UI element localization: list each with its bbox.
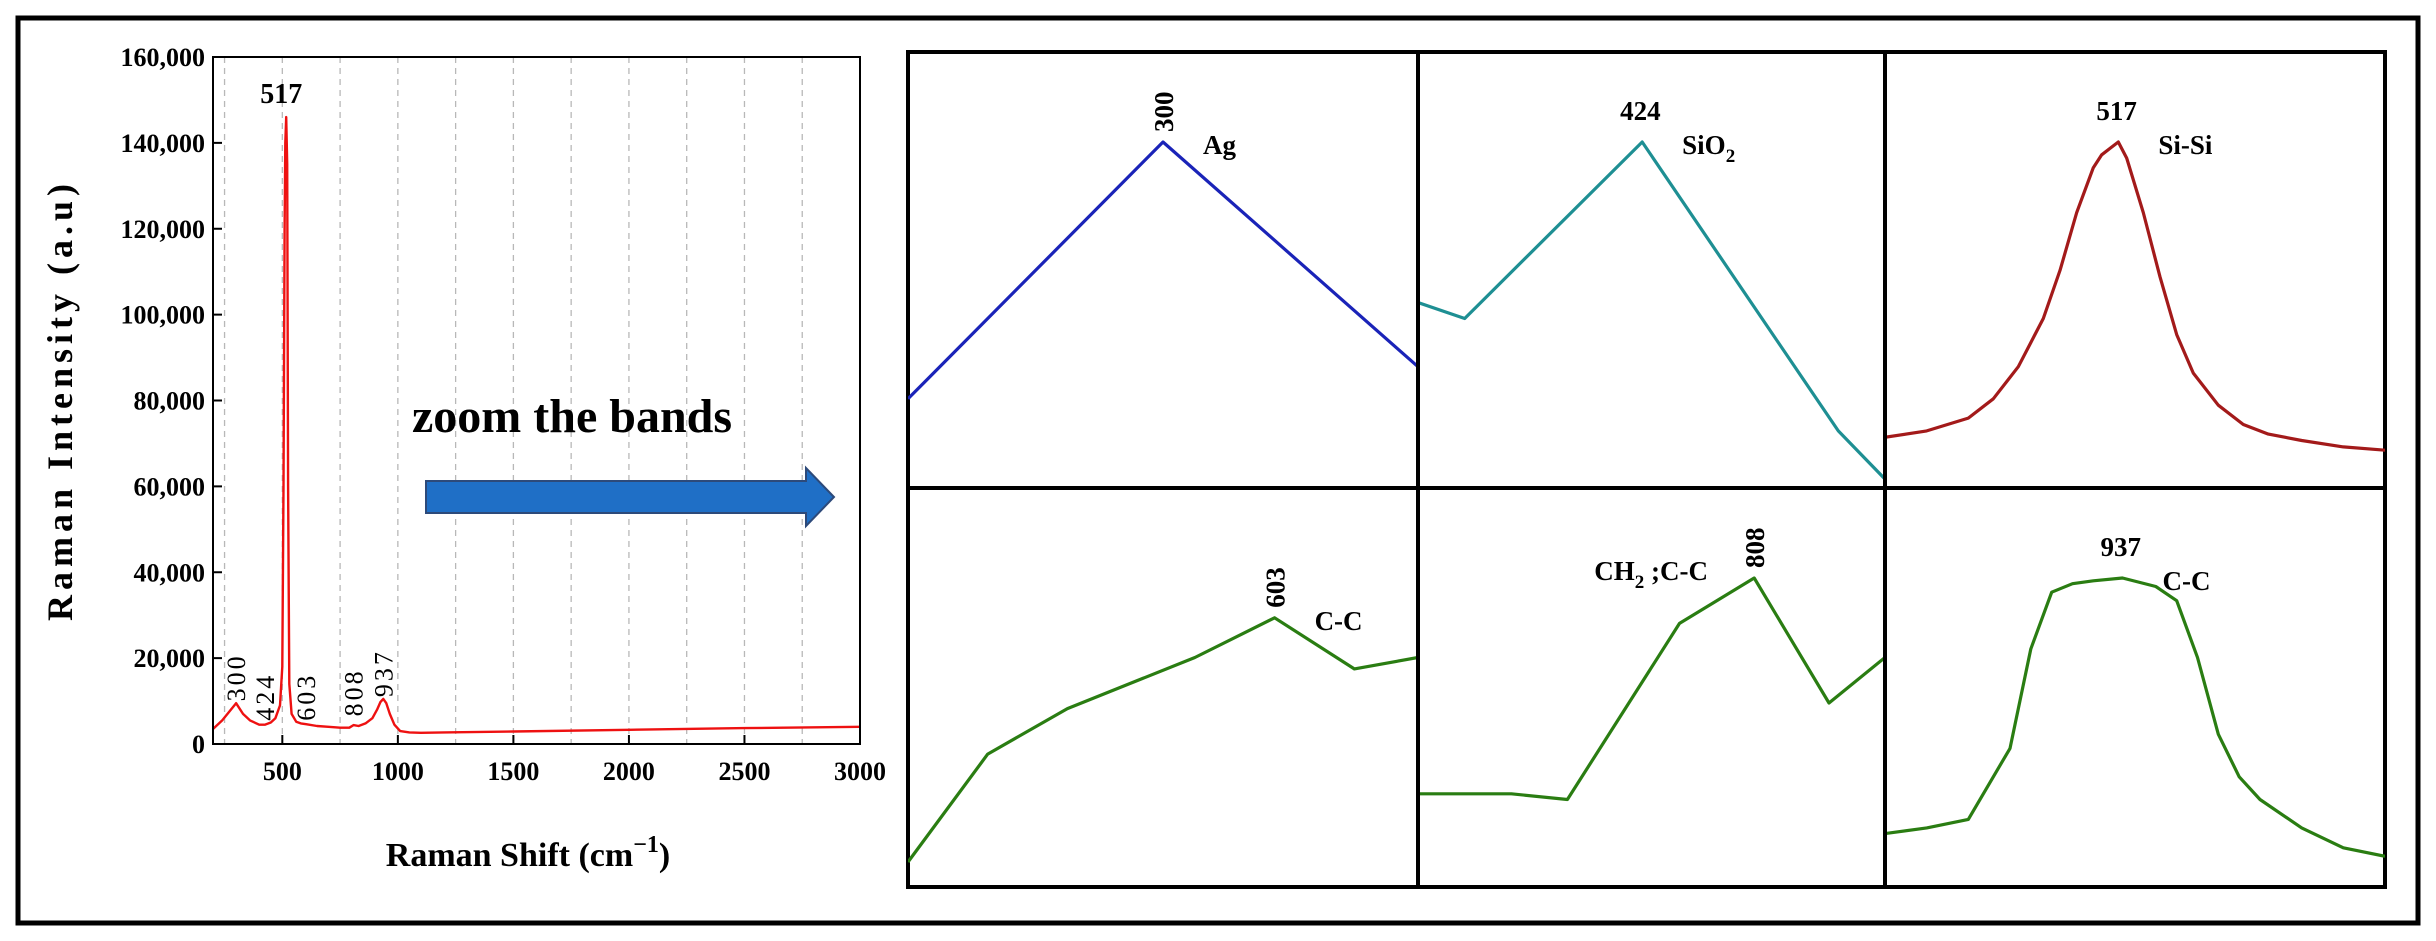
zoom-arrow	[425, 465, 836, 529]
band-label-tail: ;C-C	[1644, 556, 1708, 586]
x-tick-label: 500	[263, 757, 302, 786]
main-series	[212, 115, 861, 734]
panel-series-line	[1418, 576, 1885, 802]
panel-peak-label: 937	[2101, 532, 2142, 562]
main-y-axis: 0 20,000 40,000 60,000 80,000 100,000 120,000 1…	[121, 43, 222, 759]
band-label-sub: 2	[1726, 146, 1736, 167]
band-label-main: C-C	[1315, 606, 1363, 636]
band-label-main: Ag	[1203, 130, 1236, 160]
main-peak-labels: 300 424 517 603 808 937	[222, 79, 398, 721]
main-x-axis: 500 1000 1500 2000 2500 3000	[263, 735, 886, 786]
panel-peak-label: 424	[1620, 96, 1661, 126]
peak-label: 808	[340, 668, 369, 716]
zoom-panel-1: 300 Ag	[908, 92, 1418, 400]
y-tick-label: 20,000	[134, 644, 206, 673]
panel-series-line	[1885, 140, 2385, 452]
zoom-panel-5: 808 CH2 ;C-C	[1418, 528, 1885, 802]
zoom-panel-dividers	[908, 52, 2385, 887]
zoom-text: zoom the bands	[412, 390, 732, 443]
panel-peak-label: 517	[2096, 96, 2137, 126]
x-tick-label: 3000	[834, 757, 886, 786]
panel-series-line	[908, 140, 1418, 400]
x-axis-title: Raman Shift (cm−1)	[386, 832, 670, 874]
main-grid	[223, 57, 803, 744]
x-tick-label: 2000	[603, 757, 655, 786]
panel-band-label: C-C	[2163, 566, 2211, 596]
zoom-panel-frame	[906, 50, 2387, 889]
panel-band-label: C-C	[1315, 606, 1363, 636]
peak-label: 937	[369, 649, 398, 697]
y-tick-label: 60,000	[134, 472, 206, 501]
x-axis-title-sup: −1	[633, 832, 659, 858]
x-tick-label: 2500	[718, 757, 770, 786]
main-spectrum-chart: 0 20,000 40,000 60,000 80,000 100,000 120,000 1…	[40, 43, 886, 874]
band-label-main: C-C	[2163, 566, 2211, 596]
x-axis-title-main: Raman Shift (cm	[386, 837, 633, 874]
peak-label: 517	[260, 79, 302, 110]
band-label-main: Si-Si	[2158, 130, 2213, 160]
y-axis-title: Raman Intensity (a.u)	[40, 179, 80, 621]
peak-label: 603	[292, 673, 321, 721]
peak-label: 424	[251, 673, 280, 721]
y-tick-label: 80,000	[134, 387, 206, 416]
y-tick-label: 40,000	[134, 558, 206, 587]
panel-series-line	[1418, 140, 1885, 481]
panel-band-label: Si-Si	[2158, 130, 2213, 160]
zoom-panel-4: 603 C-C	[908, 567, 1418, 863]
band-label-main: SiO	[1682, 130, 1726, 160]
band-label-main: CH	[1594, 556, 1635, 586]
panel-series-line	[908, 616, 1418, 863]
panel-peak-label: 300	[1149, 92, 1179, 133]
zoom-annotation: zoom the bands	[412, 390, 836, 529]
zoom-panel-3: 517 Si-Si	[1885, 96, 2385, 452]
y-tick-label: 100,000	[121, 301, 206, 330]
x-tick-label: 1000	[372, 757, 424, 786]
y-tick-label: 120,000	[121, 215, 206, 244]
panel-peak-label: 808	[1740, 528, 1770, 569]
panel-series-line	[1885, 576, 2385, 858]
zoom-panel-2: 424 SiO2	[1418, 96, 1885, 481]
panel-band-label: SiO2	[1682, 130, 1735, 167]
panel-band-label: CH2 ;C-C	[1594, 556, 1708, 593]
x-axis-title-tail: )	[659, 837, 670, 874]
x-tick-label: 1500	[487, 757, 539, 786]
y-tick-label: 0	[192, 730, 205, 759]
spectrum-line	[212, 115, 861, 734]
y-tick-label: 160,000	[121, 43, 206, 72]
y-tick-label: 140,000	[121, 129, 206, 158]
figure-border	[15, 15, 2421, 926]
panel-peak-label: 603	[1261, 567, 1291, 608]
peak-label: 300	[222, 653, 251, 701]
band-label-sub: 2	[1635, 572, 1645, 593]
panel-band-label: Ag	[1203, 130, 1236, 160]
zoom-panel-6: 937 C-C	[1885, 532, 2385, 858]
